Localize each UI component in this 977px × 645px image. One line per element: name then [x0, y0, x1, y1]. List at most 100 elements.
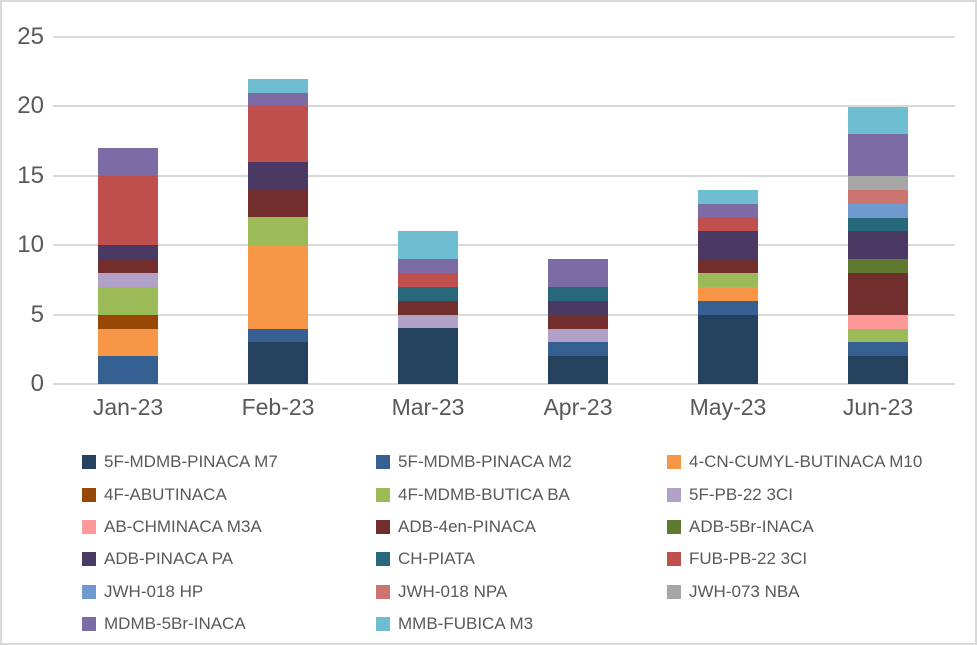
- legend-swatch-icon: [376, 487, 390, 502]
- legend-item-label: 5F-MDMB-PINACA M2: [398, 452, 572, 472]
- bar-segment: [398, 300, 458, 315]
- x-axis-label: Feb-23: [241, 394, 315, 420]
- legend: 5F-MDMB-PINACA M7 5F-MDMB-PINACA M2 4-CN-C…: [82, 446, 922, 640]
- legend-item-label: 5F-PB-22 3CI: [689, 484, 793, 504]
- bar-segment: [398, 328, 458, 384]
- bar-segment: [698, 231, 758, 260]
- legend-item-label: 4-CN-CUMYL-BUTINACA M10: [689, 452, 923, 472]
- bar-segment: [698, 203, 758, 218]
- bar-segment: [398, 259, 458, 273]
- bar-segment: [248, 92, 308, 107]
- legend-item-label: ADB-4en-PINACA: [398, 516, 536, 536]
- bar-segment: [548, 328, 608, 343]
- legend-swatch-icon: [82, 552, 96, 567]
- bar-segment: [98, 314, 158, 329]
- legend-swatch-icon: [82, 584, 96, 599]
- x-axis-label: Jun-23: [842, 394, 914, 420]
- bar-segment: [848, 342, 908, 357]
- x-axis-label: Mar-23: [391, 394, 465, 420]
- legend-swatch-icon: [376, 455, 390, 470]
- bar-segment: [848, 231, 908, 260]
- legend-swatch-icon: [667, 584, 681, 599]
- legend-item-label: AB-CHMINACA M3A: [104, 516, 262, 536]
- legend-swatch-icon: [82, 455, 96, 470]
- legend-item: MDMB-5Br-INACA: [82, 608, 376, 640]
- x-axis-label: Apr-23: [543, 394, 613, 420]
- gridline: [53, 383, 955, 385]
- legend-item-label: ADB-5Br-INACA: [689, 516, 814, 536]
- legend-swatch-icon: [667, 487, 681, 502]
- y-axis-tick-label: 10: [17, 231, 44, 259]
- bar-segment: [248, 217, 308, 246]
- bar-segment: [848, 134, 908, 176]
- legend-item: JWH-073 NBA: [667, 576, 922, 608]
- legend-item-label: CH-PIATA: [398, 549, 475, 569]
- legend-item: FUB-PB-22 3CI: [667, 543, 922, 575]
- legend-item-label: JWH-018 HP: [104, 581, 204, 601]
- legend-item: 4F-ABUTINACA: [82, 478, 376, 510]
- x-axis-label: Jan-23: [92, 394, 164, 420]
- legend-item-label: 5F-MDMB-PINACA M7: [104, 452, 278, 472]
- bar-segment: [848, 175, 908, 190]
- bar-segment: [848, 328, 908, 343]
- legend-item-label: 4F-ABUTINACA: [104, 484, 227, 504]
- legend-item-label: JWH-073 NBA: [689, 581, 800, 601]
- bar-segment: [248, 328, 308, 343]
- bar-segment: [398, 314, 458, 329]
- bar-segment: [848, 273, 908, 315]
- legend-swatch-icon: [82, 519, 96, 534]
- legend-item: ADB-4en-PINACA: [376, 511, 667, 543]
- bar-segment: [248, 161, 308, 190]
- legend-swatch-icon: [667, 519, 681, 534]
- legend-item: MMB-FUBICA M3: [376, 608, 667, 640]
- legend-item-label: 4F-MDMB-BUTICA BA: [398, 484, 570, 504]
- legend-item-label: MDMB-5Br-INACA: [104, 614, 246, 634]
- bar-column-jan-23: [98, 148, 158, 384]
- y-axis-tick-label: 15: [17, 161, 44, 189]
- bar-segment: [848, 259, 908, 273]
- legend-swatch-icon: [82, 487, 96, 502]
- bar-segment: [398, 231, 458, 260]
- gridline: [53, 244, 955, 247]
- bar-segment: [398, 272, 458, 287]
- bar-column-apr-23: [548, 259, 608, 384]
- bar-segment: [848, 203, 908, 218]
- legend-item: 4-CN-CUMYL-BUTINACA M10: [667, 446, 922, 478]
- gridline: [53, 105, 955, 108]
- bar-segment: [398, 286, 458, 301]
- bar-column-jun-23: [848, 106, 908, 384]
- bar-segment: [848, 217, 908, 232]
- legend-swatch-icon: [667, 552, 681, 567]
- bar-segment: [698, 217, 758, 232]
- bar-segment: [848, 314, 908, 329]
- y-axis-tick-label: 25: [17, 23, 44, 50]
- legend-item: JWH-018 HP: [82, 576, 376, 608]
- bar-column-mar-23: [398, 231, 458, 384]
- bar-segment: [848, 356, 908, 384]
- bar-segment: [98, 328, 158, 357]
- bar-segment: [98, 245, 158, 260]
- legend-item: 4F-MDMB-BUTICA BA: [376, 478, 667, 510]
- bar-segment: [248, 245, 308, 329]
- gridline: [53, 313, 955, 316]
- bar-segment: [98, 286, 158, 315]
- bar-segment: [698, 314, 758, 384]
- bar-column-may-23: [698, 189, 758, 384]
- legend-swatch-icon: [376, 617, 390, 632]
- legend-item: CH-PIATA: [376, 543, 667, 575]
- legend-item-label: JWH-018 NPA: [398, 581, 508, 601]
- legend-swatch-icon: [82, 617, 96, 632]
- bar-segment: [548, 314, 608, 329]
- bar-segment: [698, 300, 758, 315]
- x-axis-label: May-23: [689, 394, 767, 420]
- bar-segment: [698, 272, 758, 287]
- legend-item: ADB-PINACA PA: [82, 543, 376, 575]
- bar-segment: [548, 300, 608, 315]
- bar-segment: [848, 189, 908, 204]
- legend-swatch-icon: [376, 552, 390, 567]
- legend-swatch-icon: [376, 584, 390, 599]
- bar-segment: [848, 106, 908, 135]
- bar-segment: [98, 259, 158, 273]
- legend-item-label: MMB-FUBICA M3: [398, 614, 534, 634]
